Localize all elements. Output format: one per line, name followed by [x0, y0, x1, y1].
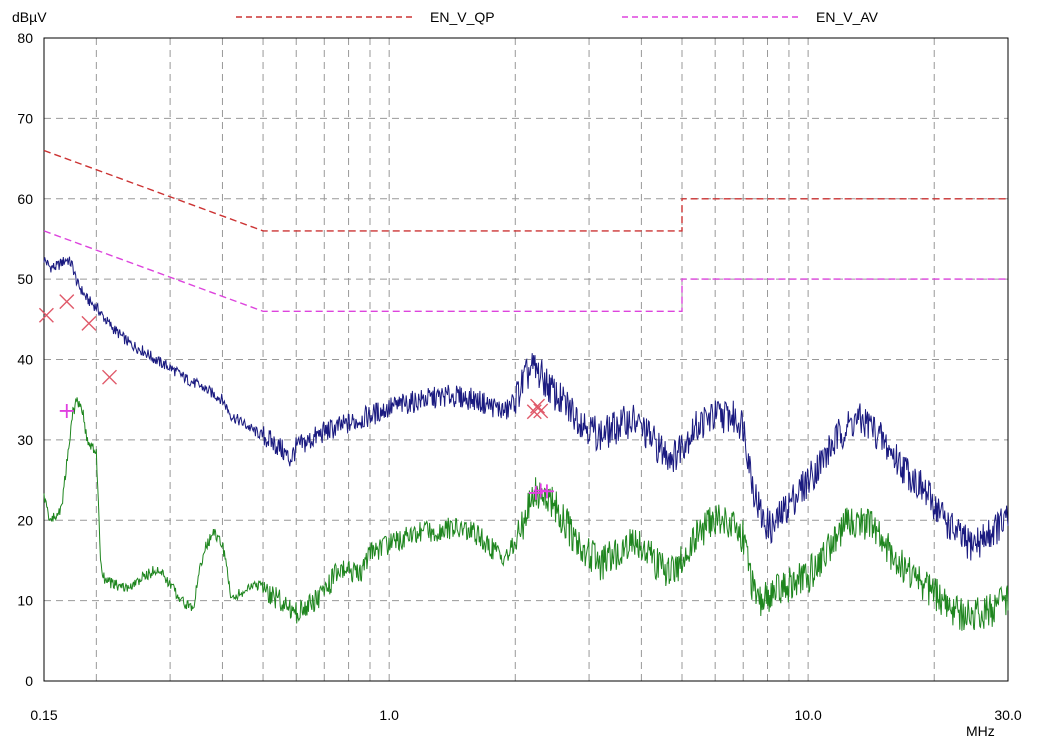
y-tick-label: 60 [17, 191, 33, 207]
av-peak-marker [59, 403, 74, 418]
y-tick-label: 70 [17, 110, 33, 126]
y-tick-labels: 0 10 20 30 40 50 60 70 80 [17, 30, 33, 689]
y-tick-label: 50 [17, 271, 33, 287]
y-tick-label: 20 [17, 512, 33, 528]
qp-peak-marker [59, 294, 75, 310]
qp-peak-marker [38, 307, 54, 323]
qp-peak-marker [533, 403, 549, 419]
measurement-traces [43, 256, 1009, 631]
limit-line-en-v-qp [43, 149, 1008, 232]
y-axis-label: dBµV [12, 9, 47, 25]
plot-border [43, 37, 1009, 682]
x-tick-label: 10.0 [794, 707, 821, 723]
av-peak-marker [539, 484, 554, 499]
peak-markers [38, 294, 554, 500]
measurement-trace-1 [43, 256, 1009, 561]
y-tick-label: 10 [17, 593, 33, 609]
y-tick-label: 80 [17, 30, 33, 46]
x-tick-labels: 0.15 1.0 10.0 30.0 [30, 707, 1021, 723]
limit-line-en-v-av [43, 230, 1008, 312]
plot-grid [44, 38, 1008, 681]
limit-lines [43, 149, 1008, 312]
x-tick-label: 30.0 [994, 707, 1021, 723]
qp-peak-marker [102, 369, 117, 385]
x-axis-label: MHz [966, 723, 995, 738]
y-tick-label: 30 [17, 432, 33, 448]
y-tick-label: 0 [25, 673, 33, 689]
legend-qp-label: EN_V_QP [430, 9, 495, 25]
qp-peak-marker [530, 398, 546, 414]
measurement-trace-2 [43, 397, 1009, 631]
legend-av-label: EN_V_AV [816, 9, 879, 25]
y-tick-label: 40 [17, 352, 33, 368]
qp-peak-marker [81, 315, 97, 331]
x-tick-label: 0.15 [30, 707, 57, 723]
x-tick-label: 1.0 [379, 707, 399, 723]
